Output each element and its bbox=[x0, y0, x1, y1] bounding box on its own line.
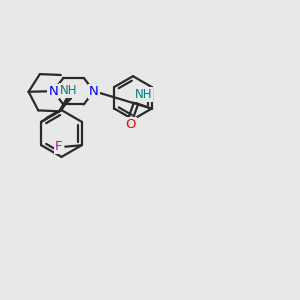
Text: N: N bbox=[48, 85, 58, 98]
Text: NH: NH bbox=[134, 88, 152, 101]
Text: NH: NH bbox=[60, 84, 77, 97]
Text: F: F bbox=[55, 140, 62, 153]
Text: O: O bbox=[125, 118, 136, 131]
Text: N: N bbox=[89, 85, 99, 98]
